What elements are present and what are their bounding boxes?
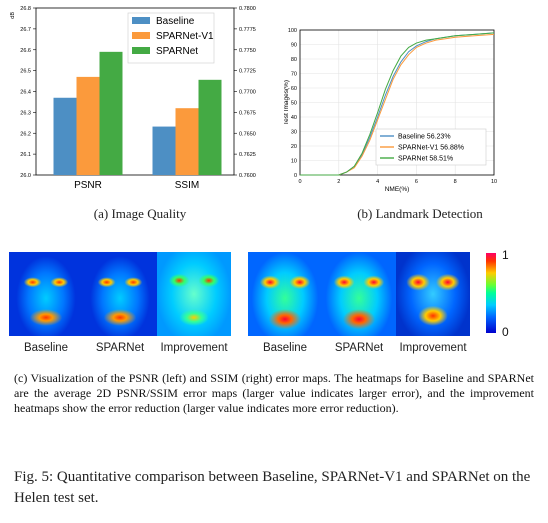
left-tick-label: 26.4 bbox=[20, 90, 31, 96]
bar-chart-legend: Baseline SPARNet-V1 SPARNet bbox=[127, 12, 215, 64]
colorbar-min-label: 0 bbox=[502, 325, 509, 339]
y-tick-label: 90 bbox=[291, 43, 297, 49]
line-chart-axes: 0 10 20 30 40 50 60 70 80 90 100 0 2 4 6 8 10 NME(%) Test … bbox=[284, 28, 497, 193]
caption-c: (c) Visualization of the PSNR (left) and… bbox=[14, 371, 534, 415]
image-quality-bar-chart: 26.0 26.1 26.2 26.3 26.4 26.5 26.6 26.7 26.8 0.76… bbox=[10, 6, 256, 190]
line-plot-frame bbox=[299, 29, 495, 176]
bar-chart-axes: 26.0 26.1 26.2 26.3 26.4 26.5 26.6 26.7 26.8 0.76… bbox=[10, 6, 256, 190]
right-tick-label: 0.7625 bbox=[239, 152, 256, 158]
left-tick-label: 26.6 bbox=[20, 48, 31, 54]
heatmap-baseline-ssim bbox=[248, 252, 322, 336]
figure-caption: Fig. 5: Quantitative comparison between … bbox=[14, 469, 531, 506]
heatmap-baseline-psnr bbox=[9, 252, 83, 336]
series-line-1 bbox=[300, 33, 495, 176]
right-tick-label: 0.7750 bbox=[239, 48, 256, 54]
y-axis-label: Test Images(%) bbox=[284, 80, 290, 125]
heatmap-label: Baseline bbox=[23, 342, 69, 354]
y-tick-label: 60 bbox=[291, 86, 297, 92]
heatmap-label: SPARNet bbox=[334, 342, 384, 354]
legend-swatch bbox=[132, 47, 150, 54]
y-tick-label: 30 bbox=[291, 130, 297, 136]
legend-swatch bbox=[132, 32, 150, 39]
y-tick-label: 20 bbox=[291, 144, 297, 150]
bar-ssim-sparnet-v1 bbox=[175, 108, 199, 175]
y-tick-label: 80 bbox=[291, 57, 297, 63]
series-line-2 bbox=[300, 32, 495, 176]
y-tick-label: 10 bbox=[291, 159, 297, 165]
legend-label: SPARNet 58.51% bbox=[398, 156, 453, 163]
y-tick-label: 0 bbox=[294, 173, 297, 179]
caption-a: (a) Image Quality bbox=[93, 206, 187, 221]
legend-label: Baseline 56.23% bbox=[398, 134, 451, 141]
colorbar-max-label: 1 bbox=[502, 248, 509, 262]
left-tick-label: 26.2 bbox=[20, 131, 31, 137]
line-chart-series bbox=[300, 32, 495, 176]
left-tick-label: 26.7 bbox=[20, 27, 31, 33]
caption-b: (b) Landmark Detection bbox=[357, 206, 483, 221]
legend-label: Baseline bbox=[156, 16, 195, 27]
heatmap-label: SPARNet bbox=[95, 342, 145, 354]
colorbar bbox=[486, 253, 496, 333]
left-tick-label: 26.5 bbox=[20, 69, 31, 75]
heatmap-label: Improvement bbox=[399, 342, 467, 354]
bar-psnr-sparnet-v1 bbox=[76, 76, 100, 175]
heatmap-label: Improvement bbox=[160, 342, 228, 354]
bar-psnr-sparnet bbox=[99, 51, 123, 175]
landmark-detection-line-chart: 0 10 20 30 40 50 60 70 80 90 100 0 2 4 6 8 10 NME(%) Test … bbox=[284, 28, 497, 193]
right-tick-label: 0.7700 bbox=[239, 90, 256, 96]
x-tick-label: 4 bbox=[376, 179, 379, 185]
right-tick-label: 0.7600 bbox=[239, 173, 256, 179]
left-tick-label: 26.3 bbox=[20, 110, 31, 116]
y-tick-label: 40 bbox=[291, 115, 297, 121]
heatmap-label: Baseline bbox=[262, 342, 308, 354]
category-label: SSIM bbox=[175, 180, 199, 190]
x-tick-label: 0 bbox=[298, 179, 301, 185]
heatmap-sparnet-ssim bbox=[322, 252, 396, 336]
line-chart-legend: Baseline 56.23% SPARNet-V1 56.88% SPARNet … bbox=[375, 128, 487, 166]
bar-ssim-baseline bbox=[152, 126, 176, 175]
category-label: PSNR bbox=[74, 180, 102, 190]
y-tick-label: 70 bbox=[291, 72, 297, 78]
bar-psnr-baseline bbox=[53, 97, 77, 175]
x-tick-label: 6 bbox=[415, 179, 418, 185]
y-tick-label: 50 bbox=[291, 101, 297, 107]
bar-chart-bars bbox=[53, 51, 222, 175]
left-axis-label: dB bbox=[10, 12, 16, 19]
legend-label: SPARNet-V1 bbox=[156, 31, 214, 42]
heatmap-sparnet-psnr bbox=[83, 252, 157, 336]
bar-ssim-sparnet bbox=[198, 79, 222, 175]
right-tick-label: 0.7775 bbox=[239, 27, 256, 33]
left-tick-label: 26.1 bbox=[20, 152, 31, 158]
x-axis-label: NME(%) bbox=[385, 186, 410, 193]
right-tick-label: 0.7675 bbox=[239, 110, 256, 116]
x-tick-label: 10 bbox=[491, 179, 497, 185]
heatmap-improvement-ssim bbox=[396, 252, 470, 336]
legend-box bbox=[375, 128, 487, 166]
legend-label: SPARNet-V1 56.88% bbox=[398, 145, 464, 152]
right-tick-label: 0.7725 bbox=[239, 69, 256, 75]
right-tick-label: 0.7800 bbox=[239, 6, 256, 12]
left-tick-label: 26.0 bbox=[20, 173, 31, 179]
y-tick-label: 100 bbox=[288, 28, 297, 34]
legend-label: SPARNet bbox=[156, 46, 198, 57]
right-tick-label: 0.7650 bbox=[239, 131, 256, 137]
left-tick-label: 26.8 bbox=[20, 6, 31, 12]
legend-swatch bbox=[132, 17, 150, 24]
x-tick-label: 2 bbox=[337, 179, 340, 185]
x-tick-label: 8 bbox=[454, 179, 457, 185]
heatmap-improvement-psnr bbox=[157, 252, 231, 336]
